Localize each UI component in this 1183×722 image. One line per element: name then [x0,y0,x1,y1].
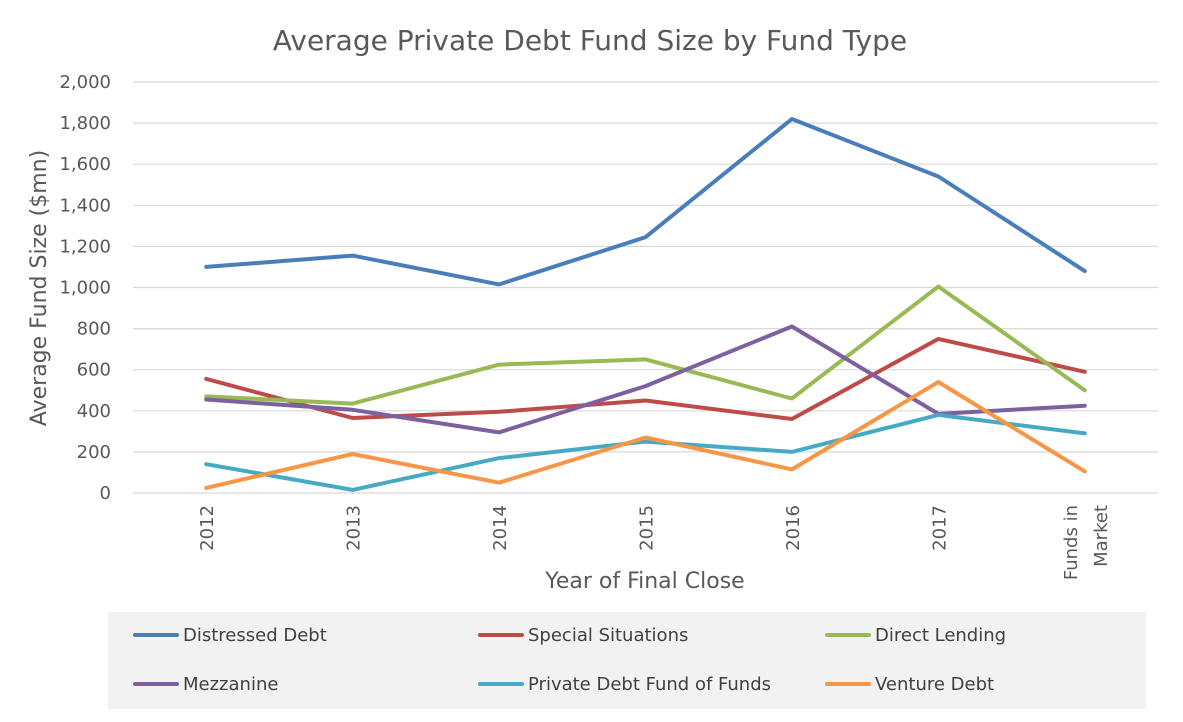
x-tick-label-line: Market [1091,505,1112,567]
y-tick-label: 2,000 [59,72,111,93]
series-line-distressed-debt [204,117,1087,287]
legend-swatch [478,633,524,637]
x-tick-label: 2015 [637,505,658,551]
legend-swatch [825,633,871,637]
line-chart: Average Private Debt Fund Size by Fund T… [27,24,1158,594]
x-tick-label-line: 2016 [783,505,804,551]
legend-swatch [133,682,179,686]
x-tick-label: 2013 [344,505,365,551]
y-tick-label: 1,000 [59,278,111,299]
legend: Distressed Debt Special Situations Direct … [108,612,1146,709]
y-tick-label: 800 [77,319,111,340]
legend-label: Special Situations [528,624,689,646]
series-line-venture-debt [204,380,1087,490]
legend-label: Direct Lending [875,624,1007,646]
gridlines [133,81,1158,494]
x-axis-label: Year of Final Close [544,569,744,594]
legend-swatch [478,682,524,686]
chart-title: Average Private Debt Fund Size by Fund T… [273,24,907,57]
y-axis-ticks: 0 200 400 600 800 1,000 1,200 1,400 1,600 1,800 2,… [59,72,111,504]
legend-item-distressed-debt: Distressed Debt [133,623,327,647]
series-line-private-debt-fund-of-funds [204,412,1087,492]
x-tick-label: 2014 [490,505,511,551]
series-line-special-situations [204,336,1087,421]
y-axis-label: Average Fund Size ($mn) [27,150,52,426]
legend-item-private-debt-fund-of-funds: Private Debt Fund of Funds [478,672,771,696]
y-tick-label: 600 [77,360,111,381]
x-axis-ticks: 2012 2013 2014 2015 2016 2017 Funds in Market [197,505,1112,580]
legend-item-mezzanine: Mezzanine [133,672,278,696]
legend-label: Mezzanine [183,673,279,695]
series-lines [204,117,1087,492]
legend-item-special-situations: Special Situations [478,623,688,647]
legend-label: Venture Debt [875,673,995,695]
y-tick-label: 0 [100,483,111,504]
y-tick-label: 1,600 [59,154,111,175]
legend-swatch [825,682,871,686]
x-tick-label: 2017 [929,505,950,551]
x-tick-label-line: 2012 [197,505,218,551]
x-tick-label: Funds in Market [1061,505,1112,580]
x-tick-label-line: 2014 [490,505,511,551]
legend-item-direct-lending: Direct Lending [825,623,1006,647]
x-tick-label-line: 2015 [637,505,658,551]
x-tick-label-line: 2017 [929,505,950,551]
y-tick-label: 1,200 [59,236,111,257]
y-tick-label: 1,800 [59,113,111,134]
series-line-direct-lending [204,284,1087,406]
legend-item-venture-debt: Venture Debt [825,672,994,696]
y-tick-label: 200 [77,442,111,463]
x-tick-label: 2016 [783,505,804,551]
legend-label: Private Debt Fund of Funds [528,673,772,695]
x-tick-label-line: 2013 [344,505,365,551]
legend-swatch [133,633,179,637]
x-tick-label: 2012 [197,505,218,551]
legend-label: Distressed Debt [183,624,327,646]
y-tick-label: 1,400 [59,195,111,216]
x-tick-label-line: Funds in [1061,505,1082,580]
y-tick-label: 400 [77,401,111,422]
